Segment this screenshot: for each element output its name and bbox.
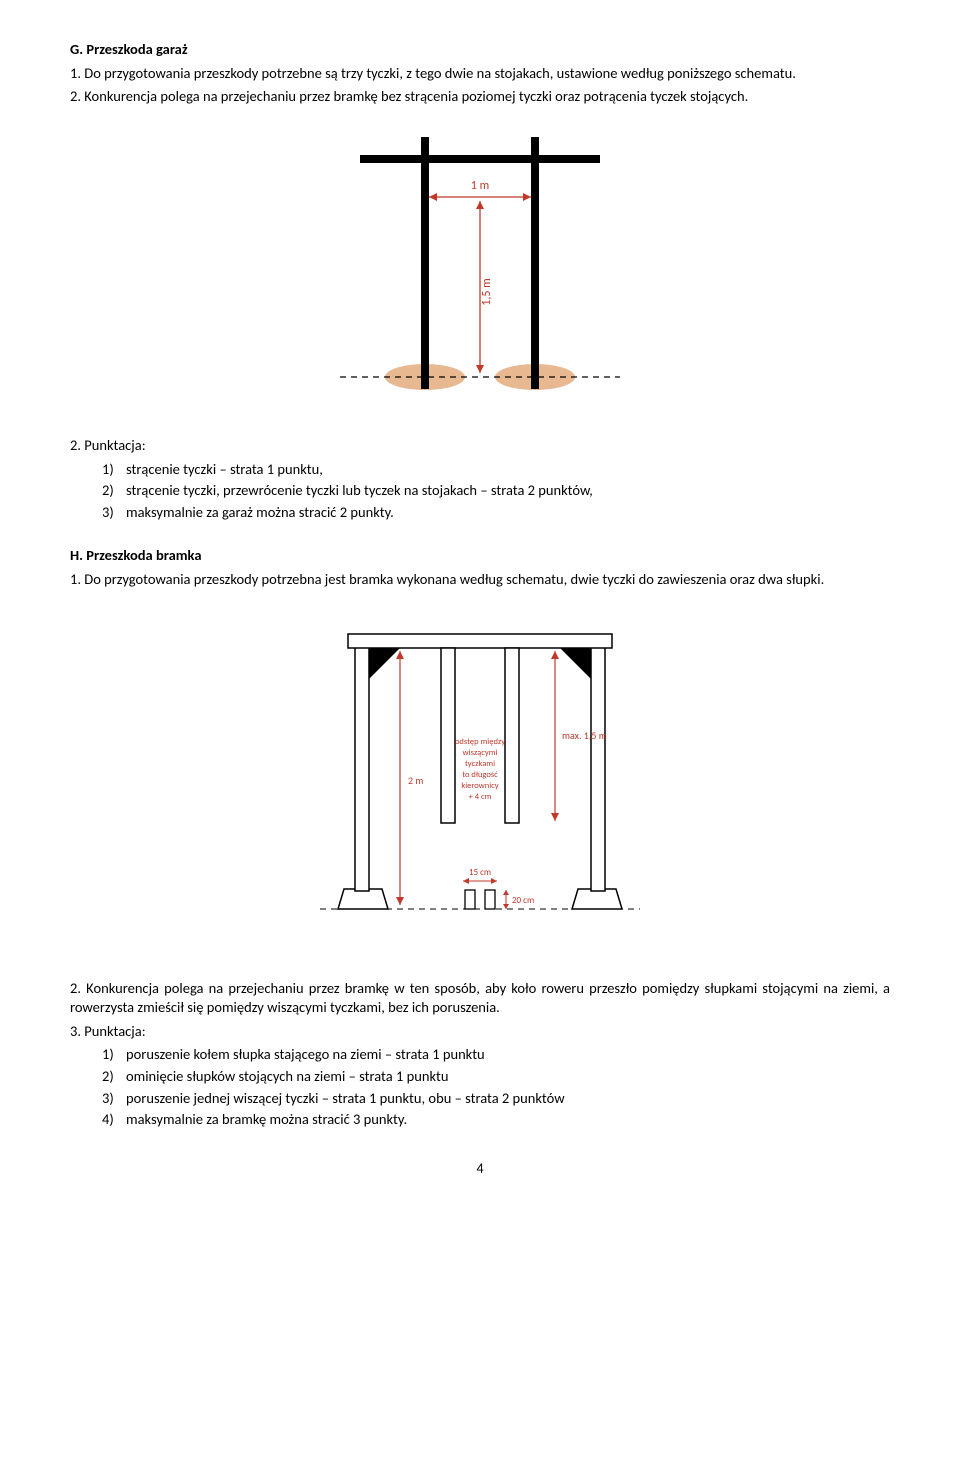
section-h-para2: 2. Konkurencja polega na przejechaniu pr… <box>70 979 890 1018</box>
list-num: 4) <box>102 1110 126 1130</box>
center-line-1: wiszącymi <box>463 748 498 758</box>
list-num: 3) <box>102 503 126 523</box>
list-text: strącenie tyczki – strata 1 punktu, <box>126 460 323 480</box>
list-text: ominięcie słupków stojących na ziemi – s… <box>126 1067 448 1087</box>
section-g-punktacja-label: 2. Punktacja: <box>70 436 890 456</box>
label-max15m: max. 1,5 m <box>562 729 607 742</box>
list-num: 2) <box>102 1067 126 1087</box>
list-text: maksymalnie za bramkę można stracić 3 pu… <box>126 1110 407 1130</box>
page-number: 4 <box>70 1160 890 1179</box>
label-15cm: 15 cm <box>469 867 491 878</box>
center-line-4: kierownicy <box>461 781 498 791</box>
list-item: 3) maksymalnie za garaż można stracić 2 … <box>102 503 890 523</box>
list-item: 3) poruszenie jednej wiszącej tyczki – s… <box>102 1089 890 1109</box>
list-text: poruszenie kołem słupka stającego na zie… <box>126 1045 485 1065</box>
section-h-list: 1) poruszenie kołem słupka stającego na … <box>102 1045 890 1129</box>
list-num: 1) <box>102 460 126 480</box>
section-h-punktacja-label: 3. Punktacja: <box>70 1022 890 1042</box>
section-g-para1: 1. Do przygotowania przeszkody potrzebne… <box>70 64 890 84</box>
label-20cm: 20 cm <box>512 895 534 906</box>
list-text: poruszenie jednej wiszącej tyczki – stra… <box>126 1089 565 1109</box>
list-num: 1) <box>102 1045 126 1065</box>
center-line-5: + 4 cm <box>469 792 492 802</box>
section-g-heading: G. Przeszkoda garaż <box>70 40 890 60</box>
list-item: 1) strącenie tyczki – strata 1 punktu, <box>102 460 890 480</box>
section-g-list: 1) strącenie tyczki – strata 1 punktu, 2… <box>102 460 890 523</box>
section-h-heading: H. Przeszkoda bramka <box>70 546 890 566</box>
list-text: strącenie tyczki, przewrócenie tyczki lu… <box>126 481 593 501</box>
section-h-para1: 1. Do przygotowania przeszkody potrzebna… <box>70 570 890 590</box>
label-1m: 1 m <box>471 179 489 193</box>
list-item: 4) maksymalnie za bramkę można stracić 3… <box>102 1110 890 1130</box>
list-item: 1) poruszenie kołem słupka stającego na … <box>102 1045 890 1065</box>
list-num: 2) <box>102 481 126 501</box>
list-item: 2) ominięcie słupków stojących na ziemi … <box>102 1067 890 1087</box>
list-num: 3) <box>102 1089 126 1109</box>
diagram-bramka: 2 m max. 1,5 m odstęp między wiszącymi t… <box>70 609 890 955</box>
label-1-5m: 1,5 m <box>480 278 494 305</box>
label-2m: 2 m <box>408 774 423 787</box>
list-item: 2) strącenie tyczki, przewrócenie tyczki… <box>102 481 890 501</box>
diagram-garaz: 1 m 1,5 m <box>70 127 890 413</box>
list-text: maksymalnie za garaż można stracić 2 pun… <box>126 503 394 523</box>
center-line-2: tyczkami <box>465 759 495 769</box>
center-line-3: to długość <box>462 770 498 780</box>
section-g-para2: 2. Konkurencja polega na przejechaniu pr… <box>70 87 890 107</box>
center-line-0: odstęp między <box>455 737 505 747</box>
